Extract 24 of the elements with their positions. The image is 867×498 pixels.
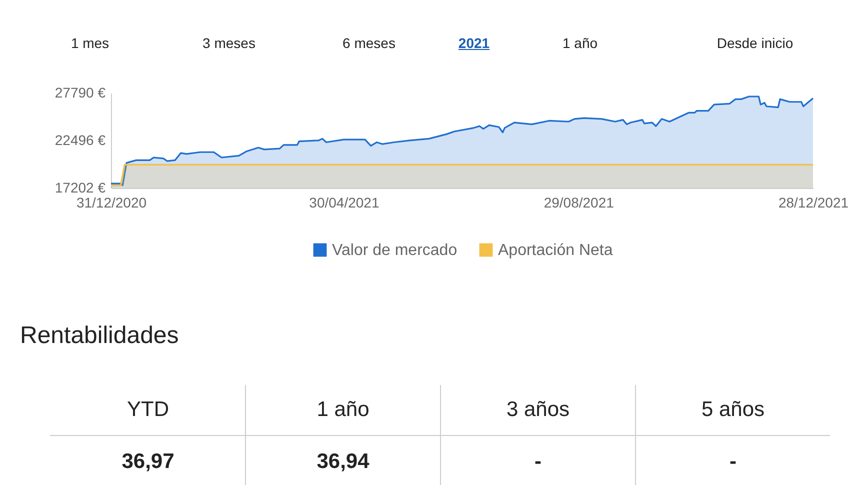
x-tick-label: 31/12/2020: [76, 194, 147, 210]
text: 2021: [458, 35, 490, 51]
text: 3 años: [506, 398, 570, 422]
x-tick-label: 30/04/2021: [309, 194, 380, 210]
x-tick-label: 28/12/2021: [778, 194, 849, 210]
text: 3 meses: [202, 35, 256, 51]
y-tick-label: 17202 €: [54, 180, 106, 196]
text: Desde inicio: [716, 35, 794, 51]
text: 5 años: [701, 398, 765, 422]
text: 1 mes: [70, 35, 110, 51]
legend-label: Valor de mercado: [332, 242, 458, 259]
text: 1 año: [562, 35, 598, 51]
text: 36,97: [122, 450, 174, 474]
legend-label: Aportación Neta: [498, 242, 613, 259]
x-tick-label: 29/08/2021: [544, 194, 614, 210]
text: 1 año: [316, 398, 370, 422]
text: -: [534, 450, 542, 474]
y-tick-label: 27790 €: [54, 84, 106, 100]
text: 6 meses: [342, 35, 396, 51]
text: 36,94: [316, 450, 370, 474]
y-tick-label: 22496 €: [54, 132, 106, 148]
text: YTD: [127, 398, 169, 422]
text: Rentabilidades: [20, 322, 179, 350]
text: -: [730, 450, 736, 474]
